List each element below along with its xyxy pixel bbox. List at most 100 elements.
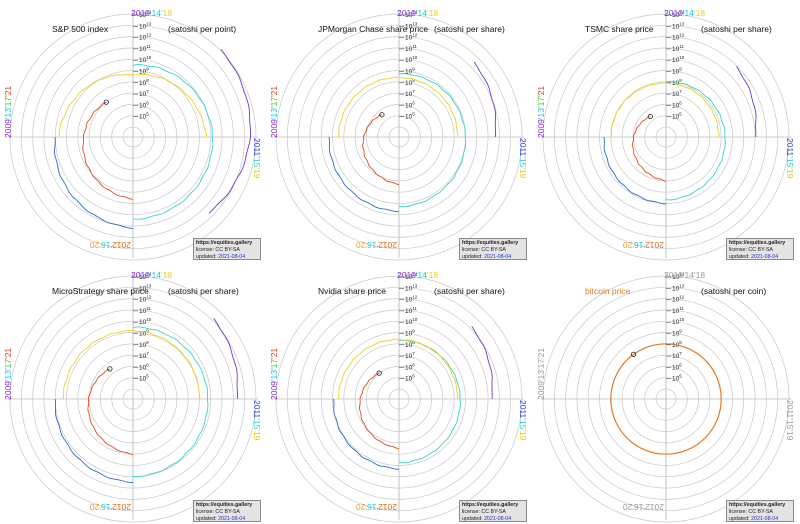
grid-ring — [320, 58, 478, 216]
series-line — [610, 82, 720, 138]
series-line — [54, 136, 134, 229]
tick-label: 1011 — [405, 306, 417, 315]
updated-text: updated: 2021-08-04 — [196, 254, 246, 260]
tick-label: 1012 — [405, 33, 418, 42]
year-label: 2010'14'18 — [131, 270, 173, 280]
license-text: license: CC BY-SA — [462, 247, 506, 253]
info-box: https://equities.gallery license: CC BY-S… — [459, 500, 527, 522]
tick-label: 105 — [405, 374, 415, 383]
series-line — [58, 73, 208, 138]
grid-ring — [77, 343, 189, 455]
chart-title: S&P 500 index — [52, 24, 109, 34]
grid-ring — [298, 36, 500, 238]
tick-label: 109 — [405, 329, 415, 338]
unit-label: (satoshi per share) — [434, 286, 505, 296]
grid-ring — [343, 81, 455, 193]
grid-ring — [286, 24, 512, 250]
series-line — [610, 343, 722, 455]
license-text: license: CC BY-SA — [729, 509, 773, 515]
info-box: https://equities.gallery license: CC BY-S… — [193, 238, 261, 260]
grid-ring — [100, 104, 166, 170]
series-line — [398, 73, 467, 208]
series-line — [631, 116, 667, 182]
tick-label: 107 — [405, 351, 415, 360]
series-line — [208, 48, 252, 214]
current-point — [376, 370, 382, 376]
tick-label: 1011 — [672, 306, 684, 315]
tick-label: 108 — [139, 78, 149, 87]
tick-label: 1012 — [672, 295, 685, 304]
grid-ring — [599, 332, 733, 466]
series-line — [338, 76, 459, 138]
tick-label: 109 — [139, 67, 149, 76]
tick-label: 1012 — [139, 295, 152, 304]
unit-label: (satoshi per point) — [168, 24, 237, 34]
tick-label: 1014 — [139, 272, 152, 281]
grid-ring — [32, 298, 234, 500]
series-line — [132, 326, 209, 478]
series-line — [54, 398, 134, 483]
grid-ring — [644, 377, 688, 421]
tick-label: 109 — [672, 329, 682, 338]
year-label: 2009'13'17'21 — [269, 347, 279, 400]
tick-label: 108 — [672, 78, 682, 87]
tick-label: 1014 — [405, 272, 418, 281]
tick-label: 108 — [672, 340, 682, 349]
series-line — [132, 64, 214, 220]
tick-label: 1014 — [672, 272, 685, 281]
series-line — [338, 338, 459, 400]
grid-ring — [587, 320, 745, 478]
grid-ring — [343, 343, 455, 455]
tick-label: 1010 — [672, 55, 685, 64]
chart-panel: 105 106 107 108 109 1010 1011 1012 1013 1014 JPMor… — [266, 0, 532, 262]
grid-ring — [275, 13, 523, 261]
info-box: https://equities.gallery license: CC BY-S… — [726, 500, 794, 522]
grid-ring — [553, 24, 779, 250]
tick-label: 1010 — [405, 317, 418, 326]
grid-ring — [275, 275, 523, 523]
updated-text: updated: 2021-08-04 — [462, 516, 512, 522]
tick-label: 107 — [405, 89, 415, 98]
series-line — [665, 80, 726, 201]
grid-ring — [644, 115, 688, 159]
series-line — [213, 318, 238, 400]
tick-label: 107 — [672, 351, 682, 360]
chart-title: MicroStrategy share price — [52, 286, 149, 296]
grid-ring — [88, 92, 178, 182]
tick-label: 106 — [405, 362, 415, 371]
tick-label: 1014 — [139, 10, 152, 19]
tick-label: 1012 — [405, 295, 418, 304]
year-label: 2011'15'19 — [518, 138, 528, 179]
tick-label: 1010 — [139, 317, 152, 326]
grid-ring — [565, 298, 767, 500]
grid-ring — [20, 24, 246, 250]
grid-ring — [9, 13, 257, 261]
tick-label: 108 — [139, 340, 149, 349]
chart-panel: 105 106 107 108 109 1010 1011 1012 1013 1014 Micro… — [0, 262, 266, 524]
year-label: 2011'15'19 — [252, 138, 262, 179]
grid-ring — [377, 115, 421, 159]
tick-label: 106 — [405, 100, 415, 109]
chart-panel: 105 106 107 108 109 1010 1011 1012 1013 1014 Nvidi… — [266, 262, 532, 524]
license-text: license: CC BY-SA — [462, 509, 506, 515]
grid-ring — [43, 309, 223, 489]
grid-ring — [111, 377, 155, 421]
year-label: 2012'16'20 — [355, 502, 397, 512]
grid-ring — [100, 366, 166, 432]
updated-text: updated: 2021-08-04 — [462, 254, 512, 260]
grid-ring — [309, 47, 489, 227]
grid-ring — [388, 126, 410, 148]
grid-ring — [20, 286, 246, 512]
info-box: https://equities.gallery license: CC BY-S… — [726, 238, 794, 260]
grid-ring — [9, 275, 257, 523]
year-label: 2011'15'19 — [252, 400, 262, 441]
grid-ring — [122, 388, 144, 410]
license-text: license: CC BY-SA — [196, 509, 240, 515]
grid-ring — [587, 58, 745, 216]
updated-text: updated: 2021-08-04 — [729, 254, 779, 260]
